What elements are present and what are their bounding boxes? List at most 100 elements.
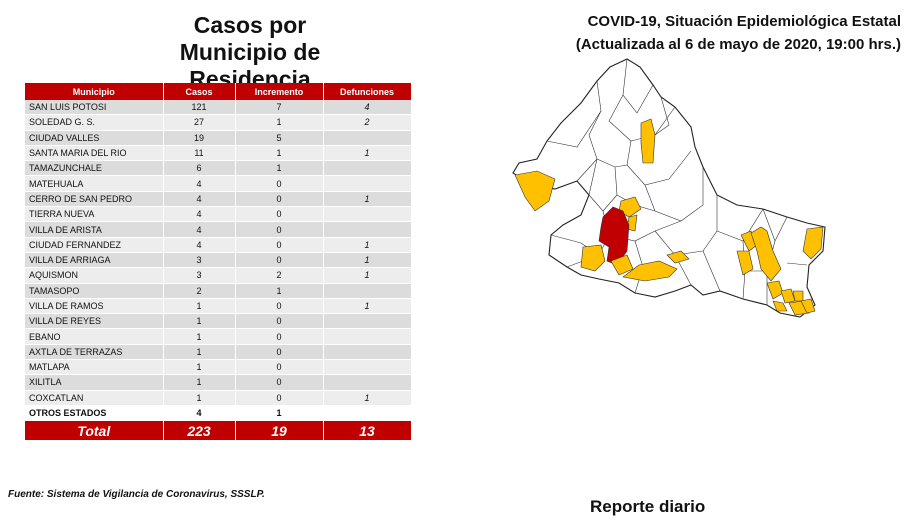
cell-casos: 19 xyxy=(163,130,236,146)
cell-incremento: 1 xyxy=(235,160,324,177)
cell-casos: 3 xyxy=(163,267,236,284)
municipality-ciudad-valles xyxy=(750,226,782,282)
cell-casos: 6 xyxy=(163,160,236,177)
table-body: SAN LUIS POTOSI 121 7 4 SOLEDAD G. S. 27 1 2 CIU… xyxy=(25,100,412,422)
cell-municipio: COXCATLAN xyxy=(25,390,164,406)
cell-municipio: CIUDAD FERNANDEZ xyxy=(25,237,164,253)
municipality-tamasopo xyxy=(736,250,754,276)
cell-casos: 1 xyxy=(163,344,236,361)
table-row: VILLA DE RAMOS 1 0 1 xyxy=(25,298,412,315)
cell-incremento: 0 xyxy=(235,328,324,345)
otros-municipio: OTROS ESTADOS xyxy=(25,405,164,422)
cell-municipio: MATLAPA xyxy=(25,359,164,376)
table-row: CERRO DE SAN PEDRO 4 0 1 xyxy=(25,191,412,208)
table-row: XILITLA 1 0 xyxy=(25,374,412,391)
cell-casos: 2 xyxy=(163,283,236,299)
cell-incremento: 2 xyxy=(235,267,324,284)
municipality-coxcatlan xyxy=(792,290,804,302)
total-defunciones: 13 xyxy=(323,420,412,442)
municipality-cerro-de-san-pedro xyxy=(666,250,690,264)
cell-casos: 11 xyxy=(163,145,236,162)
cell-defunciones xyxy=(323,374,412,391)
cell-incremento: 0 xyxy=(235,313,324,330)
table-row: VILLA DE ARISTA 4 0 xyxy=(25,221,412,238)
cell-incremento: 1 xyxy=(235,283,324,299)
cell-incremento: 0 xyxy=(235,374,324,391)
cell-incremento: 0 xyxy=(235,206,324,223)
total-incremento: 19 xyxy=(235,420,324,442)
table-row: EBANO 1 0 xyxy=(25,328,412,345)
cell-defunciones: 1 xyxy=(323,191,412,208)
table-title-line-1: Casos por xyxy=(193,12,307,38)
cell-incremento: 0 xyxy=(235,191,324,208)
cell-defunciones xyxy=(323,359,412,376)
table-row: MATEHUALA 4 0 xyxy=(25,175,412,192)
cell-defunciones xyxy=(323,130,412,146)
cases-table: Municipio Casos Incremento Defunciones S… xyxy=(25,83,412,442)
cell-incremento: 0 xyxy=(235,221,324,238)
cell-municipio: VILLA DE ARRIAGA xyxy=(25,252,164,269)
cell-municipio: VILLA DE RAMOS xyxy=(25,298,164,315)
table-row: COXCATLAN 1 0 1 xyxy=(25,390,412,406)
cell-defunciones xyxy=(323,313,412,330)
municipality-villa-de-arriaga xyxy=(580,244,606,272)
cell-casos: 1 xyxy=(163,390,236,406)
cell-municipio: SOLEDAD G. S. xyxy=(25,114,164,131)
cell-defunciones: 1 xyxy=(323,298,412,315)
cell-incremento: 1 xyxy=(235,145,324,162)
cell-municipio: TAMASOPO xyxy=(25,283,164,299)
header-incremento: Incremento xyxy=(235,83,324,100)
cell-defunciones xyxy=(323,344,412,361)
municipality-xilitla xyxy=(772,300,788,312)
source-note: Fuente: Sistema de Vigilancia de Coronav… xyxy=(8,489,265,500)
table-row: TAMASOPO 2 1 xyxy=(25,283,412,299)
cell-defunciones: 1 xyxy=(323,267,412,284)
cell-incremento: 7 xyxy=(235,100,324,116)
table-row: VILLA DE ARRIAGA 3 0 1 xyxy=(25,252,412,269)
cell-defunciones xyxy=(323,206,412,223)
cell-incremento: 0 xyxy=(235,359,324,376)
table-row: TAMAZUNCHALE 6 1 xyxy=(25,160,412,177)
table-title-line-2: Municipio de xyxy=(179,39,321,65)
cell-defunciones: 1 xyxy=(323,145,412,162)
page-title-line-2: (Actualizada al 6 de mayo de 2020, 19:00… xyxy=(575,36,901,53)
cell-casos: 3 xyxy=(163,252,236,269)
municipality-villa-de-ramos xyxy=(514,170,556,212)
municipal-borders xyxy=(546,58,808,305)
state-map xyxy=(512,58,826,318)
cell-incremento: 0 xyxy=(235,298,324,315)
cell-defunciones: 1 xyxy=(323,237,412,253)
cell-municipio: VILLA DE REYES xyxy=(25,313,164,330)
municipality-cedral xyxy=(640,118,656,164)
cell-defunciones: 1 xyxy=(323,252,412,269)
municipality-villa-de-reyes xyxy=(610,254,634,276)
table-row: SOLEDAD G. S. 27 1 2 xyxy=(25,114,412,131)
page-title-line-1: COVID-19, Situación Epidemiológica Estat… xyxy=(587,13,901,30)
otros-estados-row: OTROS ESTADOS 4 1 xyxy=(25,405,412,422)
cell-municipio: TAMAZUNCHALE xyxy=(25,160,164,177)
affected-municipalities xyxy=(514,118,824,316)
cell-defunciones xyxy=(323,221,412,238)
total-label: Total xyxy=(25,420,164,442)
cell-casos: 1 xyxy=(163,374,236,391)
header-casos: Casos xyxy=(163,83,236,100)
table-row: VILLA DE REYES 1 0 xyxy=(25,313,412,330)
cell-casos: 4 xyxy=(163,206,236,223)
table-row: SANTA MARIA DEL RIO 11 1 1 xyxy=(25,145,412,162)
cell-casos: 1 xyxy=(163,313,236,330)
cell-municipio: TIERRA NUEVA xyxy=(25,206,164,223)
cell-defunciones xyxy=(323,328,412,345)
cell-municipio: MATEHUALA xyxy=(25,175,164,192)
cell-incremento: 1 xyxy=(235,114,324,131)
cell-defunciones: 2 xyxy=(323,114,412,131)
cell-municipio: SAN LUIS POTOSI xyxy=(25,100,164,116)
table-row: MATLAPA 1 0 xyxy=(25,359,412,376)
cell-municipio: AQUISMON xyxy=(25,267,164,284)
table-row: SAN LUIS POTOSI 121 7 4 xyxy=(25,100,412,116)
otros-defunciones xyxy=(323,405,412,422)
cell-municipio: EBANO xyxy=(25,328,164,345)
otros-incremento: 1 xyxy=(235,405,324,422)
cell-casos: 121 xyxy=(163,100,236,116)
cell-incremento: 0 xyxy=(235,390,324,406)
